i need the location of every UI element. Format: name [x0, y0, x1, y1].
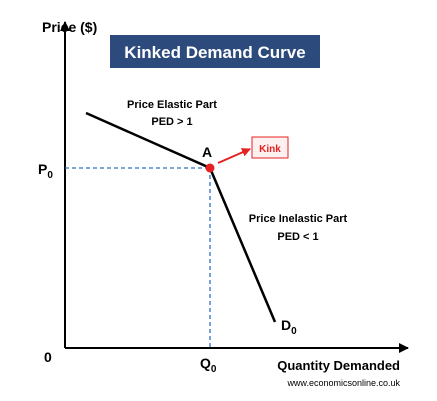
title-box: [110, 35, 320, 68]
quantity-main: Q: [200, 355, 211, 371]
curve-main: D: [281, 317, 291, 333]
quantity-sub: 0: [211, 364, 217, 375]
demand-curve: [85, 111, 277, 323]
inelastic-ped: PED < 1: [277, 231, 318, 243]
price-main: P: [38, 161, 47, 177]
point-label: A: [202, 144, 212, 160]
kink-arrow: [217, 148, 251, 164]
x-axis-label: Quantity Demanded: [277, 358, 400, 373]
source: www.economicsonline.co.uk: [286, 378, 400, 388]
price-level: P0: [38, 161, 53, 181]
curve-label: D0: [281, 317, 297, 337]
inelastic-label: Price Inelastic Part: [249, 213, 348, 225]
kink-box: [251, 136, 289, 159]
kink-label: Kink: [259, 144, 281, 155]
kink-point: [205, 163, 215, 173]
origin-label: 0: [44, 349, 52, 365]
curve-sub: 0: [291, 326, 297, 337]
price-sub: 0: [47, 170, 53, 181]
elastic-label: Price Elastic Part: [127, 99, 217, 111]
quantity-level: Q0: [200, 355, 217, 375]
y-axis-label: Price ($): [42, 19, 97, 35]
title: Kinked Demand Curve: [124, 43, 305, 62]
elastic-ped: PED > 1: [151, 116, 192, 128]
